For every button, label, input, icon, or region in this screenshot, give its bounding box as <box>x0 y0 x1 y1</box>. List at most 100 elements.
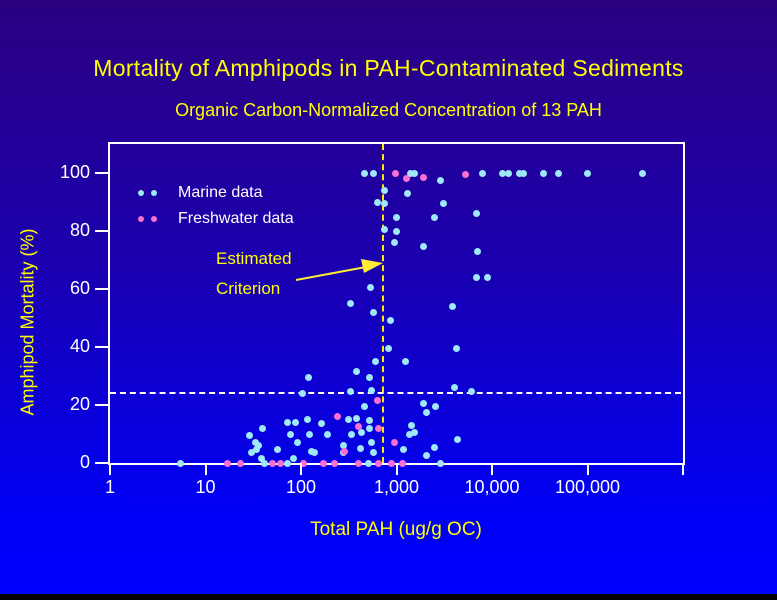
data-point <box>317 420 325 428</box>
data-point <box>422 408 430 416</box>
marine-dot-icon <box>138 190 144 196</box>
data-point <box>437 176 445 184</box>
y-axis-tick <box>95 404 108 406</box>
plot-area: Marine data Freshwater data Estimated Cr… <box>108 142 685 467</box>
x-tick-label: 1 <box>104 477 115 497</box>
data-point <box>287 430 295 438</box>
data-point <box>251 439 259 447</box>
data-point <box>274 446 282 454</box>
x-tick-label: 10,000 <box>464 477 520 497</box>
data-point <box>366 284 374 292</box>
y-axis-title: Amphipod Mortality (%) <box>17 228 38 416</box>
data-point <box>369 308 377 316</box>
x-axis-tick <box>109 463 111 475</box>
data-point <box>367 439 375 447</box>
bottom-bar <box>0 594 777 600</box>
data-point <box>479 169 487 177</box>
data-point <box>365 417 373 425</box>
legend-item-marine: Marine data <box>138 180 294 206</box>
data-point <box>411 429 419 437</box>
data-point <box>401 358 409 365</box>
x-tick-label: 100,000 <box>554 477 621 497</box>
data-point <box>247 449 255 457</box>
data-point <box>365 373 373 381</box>
data-point <box>360 402 368 410</box>
data-point <box>304 416 311 423</box>
marine-dot-icon <box>151 190 157 196</box>
y-axis-tick <box>95 346 108 348</box>
data-point <box>451 384 459 392</box>
data-point <box>584 169 591 177</box>
data-point <box>374 459 382 467</box>
legend-label-freshwater: Freshwater data <box>178 210 294 227</box>
data-point <box>283 459 291 467</box>
data-point <box>298 389 306 397</box>
data-point <box>283 418 291 426</box>
data-point <box>370 169 378 177</box>
data-point <box>390 239 398 247</box>
data-point <box>299 459 307 467</box>
x-tick-label: 10 <box>195 477 216 497</box>
data-point <box>365 424 373 432</box>
slide-title: Mortality of Amphipods in PAH-Contaminat… <box>93 55 684 81</box>
data-point <box>304 373 312 381</box>
data-point <box>473 273 481 281</box>
data-point <box>177 459 185 467</box>
data-point <box>380 226 388 234</box>
criterion-reference-line <box>381 144 384 463</box>
data-point <box>324 430 332 438</box>
data-point <box>339 442 347 450</box>
data-point <box>371 358 379 365</box>
data-point <box>367 387 375 394</box>
data-point <box>357 429 365 437</box>
data-point <box>364 459 372 467</box>
y-tick-label: 20 <box>69 394 90 414</box>
y-tick-label: 0 <box>79 452 90 472</box>
data-point <box>319 459 327 467</box>
data-point <box>420 243 428 251</box>
data-point <box>340 447 348 455</box>
legend: Marine data Freshwater data <box>138 180 294 232</box>
data-point <box>462 170 470 178</box>
data-point <box>356 445 364 452</box>
data-point <box>407 421 415 429</box>
data-point <box>306 430 314 438</box>
data-point <box>430 214 438 222</box>
data-point <box>291 418 299 426</box>
data-point <box>384 344 392 352</box>
x-axis-tick <box>491 463 493 475</box>
data-point <box>333 413 341 421</box>
x-axis-tick <box>682 463 684 475</box>
data-point <box>347 430 355 438</box>
data-point <box>294 439 302 447</box>
data-point <box>516 169 524 177</box>
y-tick-label: 100 <box>59 162 90 182</box>
freshwater-dot-icon <box>151 216 157 222</box>
data-point <box>236 459 244 467</box>
data-point <box>386 317 394 325</box>
data-point <box>430 443 438 451</box>
data-point <box>392 227 400 235</box>
x-axis-title: Total PAH (ug/g OC) <box>310 519 482 540</box>
x-axis-tick <box>204 463 207 475</box>
data-point <box>449 302 457 310</box>
data-point <box>346 300 354 307</box>
data-point <box>260 459 268 467</box>
data-point <box>402 175 410 183</box>
data-point <box>276 459 284 467</box>
data-point <box>259 424 267 432</box>
x-tick-label: 1,000 <box>373 477 420 497</box>
data-point <box>437 459 445 467</box>
x-tick-label: 100 <box>285 477 317 497</box>
data-point <box>468 388 476 396</box>
criterion-annotation: Estimated Criterion <box>216 244 292 304</box>
y-tick-label: 60 <box>69 278 90 298</box>
data-point <box>432 402 440 410</box>
x-axis-tick <box>395 463 398 475</box>
y-axis-tick <box>95 462 108 464</box>
data-point <box>289 455 297 463</box>
data-point <box>420 400 428 408</box>
data-point <box>224 459 231 467</box>
data-point <box>352 414 360 422</box>
data-point <box>246 431 254 439</box>
